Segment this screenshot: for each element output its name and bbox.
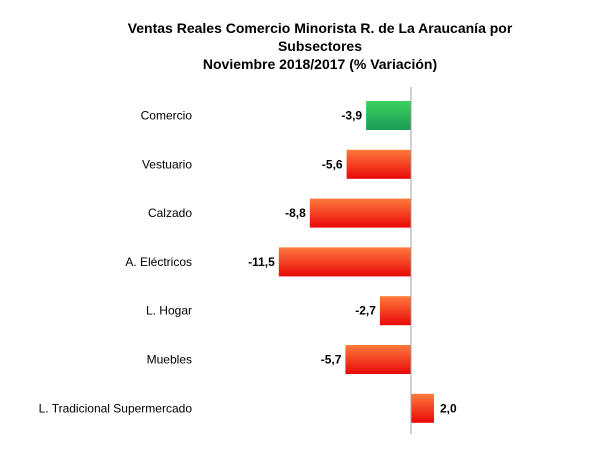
bar-0 — [366, 101, 411, 130]
bar-6 — [411, 393, 434, 423]
category-label-0: Comercio — [141, 109, 193, 123]
chart-title-line-1: Ventas Reales Comercio Minorista R. de L… — [127, 20, 513, 36]
bar-1 — [346, 149, 411, 179]
chart-title: Ventas Reales Comercio Minorista R. de L… — [0, 19, 603, 73]
bars-layer — [278, 101, 434, 423]
bar-4 — [379, 296, 411, 326]
category-label-6: L. Tradicional Supermercado — [39, 401, 193, 415]
value-label-2: -8,8 — [285, 206, 306, 220]
category-label-3: A. Eléctricos — [125, 255, 192, 269]
category-label-5: Muebles — [147, 353, 192, 367]
labels-layer: Comercio -3,9 Vestuario -5,6 Calzado -8,8 A. E… — [39, 109, 457, 416]
chart-title-line-3: Noviembre 2018/2017 (% Variación) — [202, 56, 438, 72]
value-label-3: -11,5 — [248, 255, 275, 269]
category-label-4: L. Hogar — [146, 304, 192, 318]
value-label-0: -3,9 — [341, 109, 362, 123]
value-label-6: 2,0 — [440, 401, 457, 415]
category-label-1: Vestuario — [142, 157, 192, 171]
bar-3 — [278, 247, 412, 277]
value-label-5: -5,7 — [321, 353, 342, 367]
bar-5 — [345, 345, 411, 374]
value-label-4: -2,7 — [355, 304, 376, 318]
category-label-2: Calzado — [148, 206, 192, 220]
bar-2 — [309, 198, 411, 228]
chart-title-line-2: Subsectores — [277, 38, 363, 54]
value-label-1: -5,6 — [322, 157, 343, 171]
